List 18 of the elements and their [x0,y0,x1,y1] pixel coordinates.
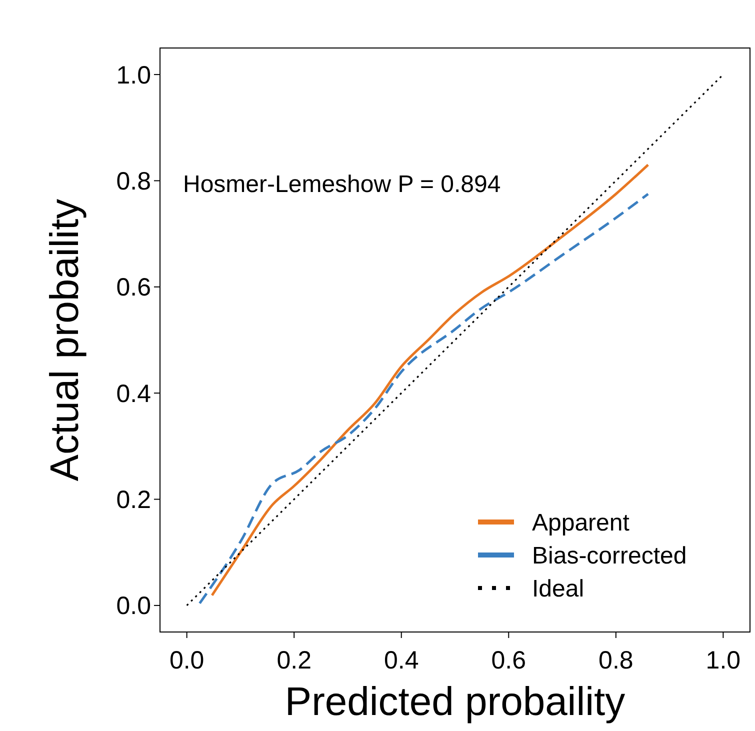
legend-label: Apparent [532,509,630,536]
y-tick-label: 0.0 [116,592,151,620]
y-tick-label: 0.6 [116,274,151,302]
legend-label: Bias-corrected [532,542,687,570]
annotation: Hosmer-Lemeshow P = 0.894 [183,171,501,198]
y-axis-title: Actual probaility [43,198,87,482]
y-tick-label: 0.2 [116,486,151,514]
x-tick-label: 0.2 [276,646,312,674]
x-tick-label: 0.4 [384,646,419,674]
x-tick-label: 0.6 [491,646,526,674]
legend-label: Ideal [532,575,584,602]
x-axis-title: Predicted probaility [284,680,626,724]
x-tick-label: 1.0 [706,646,741,674]
y-tick-label: 1.0 [116,61,151,90]
x-tick-label: 0.8 [598,646,634,674]
y-tick-label: 0.8 [116,167,151,196]
x-tick-label: 0.0 [169,646,204,674]
y-tick-label: 0.4 [116,380,152,408]
